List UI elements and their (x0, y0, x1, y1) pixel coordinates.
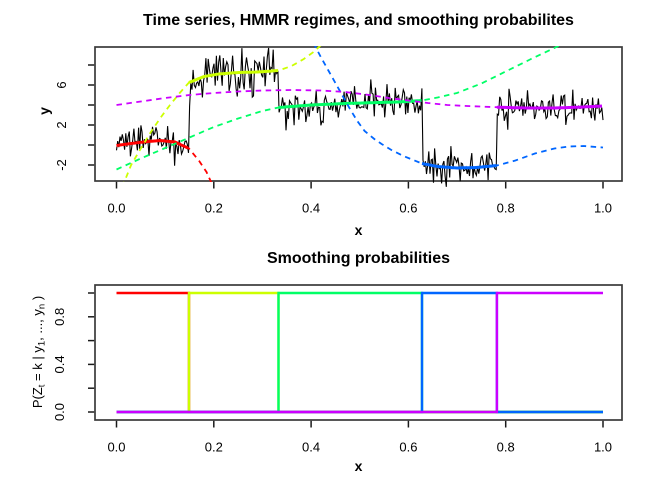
top-y-tick-label: 2 (54, 121, 69, 128)
top-x-tick-label: 0.4 (302, 201, 320, 216)
bottom-x-tick-label: 0.6 (399, 440, 417, 455)
bottom-plot-title: Smoothing probabilities (266, 250, 451, 267)
bottom-plot: 0.0 0.2 0.4 0.6 0.8 1.0 0.0 0.4 0.8 P(Zt = k | y1… (30, 284, 623, 455)
top-plot-box (94, 46, 623, 182)
top-x-axis-label: x (354, 222, 363, 238)
regime-4-blue-solid (421, 162, 497, 170)
bottom-x-tick-label: 0.2 (205, 440, 223, 455)
top-y-tick-label: -2 (54, 159, 69, 171)
bottom-y-tick-label: 0.8 (52, 308, 67, 326)
bottom-y-tick-label: 0.4 (52, 355, 67, 373)
bottom-x-tick-label: 0.4 (302, 440, 320, 455)
bottom-y-axis-label: P(Zt = k | y1, ..., yn ) (30, 296, 48, 408)
bottom-plot-box (94, 284, 623, 421)
top-plot-title: Time series, HMMR regimes, and smoothing… (143, 12, 574, 29)
top-x-tick-label: 0.2 (205, 201, 223, 216)
top-y-axis-label: y (35, 107, 52, 115)
bottom-x-tick-label: 0.0 (107, 440, 125, 455)
bottom-x-tick-label: 1.0 (594, 440, 612, 455)
regime-3-green-dashed (116, 46, 561, 171)
top-x-tick-label: 0.6 (399, 201, 417, 216)
regime-4-blue-dashed (314, 46, 604, 169)
prob-regime-5-magenta (116, 291, 603, 414)
regime-3-green-solid (278, 99, 422, 109)
top-x-tick-label: 1.0 (594, 201, 612, 216)
top-x-tick-label: 0.0 (107, 201, 125, 216)
top-plot: 0.0 0.2 0.4 0.6 0.8 1.0 -2 2 6 (54, 46, 623, 216)
regime-5-magenta-solid (496, 104, 603, 110)
bottom-y-tick-label: 0.0 (52, 403, 67, 421)
bottom-x-tick-label: 0.8 (497, 440, 515, 455)
bottom-x-axis-label: x (354, 458, 363, 474)
top-y-tick-label: 6 (54, 81, 69, 88)
time-series-line (115, 47, 604, 187)
top-x-tick-label: 0.8 (497, 201, 515, 216)
regime-2-yellow-solid (188, 69, 279, 84)
prob-regime-2-yellow (116, 291, 603, 414)
